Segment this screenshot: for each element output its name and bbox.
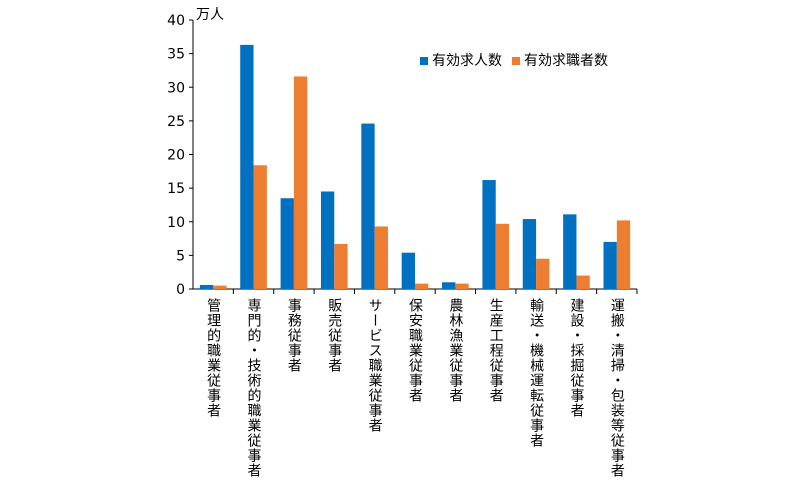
x-category-label: サービス職業従事者 (366, 298, 383, 433)
bar-1-7 (495, 223, 510, 289)
x-category-label: 専門的・技術的職業従事者 (245, 298, 262, 478)
bar-0-9 (563, 214, 577, 289)
legend-label-1: 有効求職者数 (524, 53, 608, 69)
x-category-label: 農林漁業従事者 (447, 298, 464, 403)
x-category-label: 運搬・清掃・包装等従事者 (608, 298, 625, 478)
x-category-label: 生産工程従事者 (487, 298, 504, 403)
bar-1-8 (536, 258, 550, 289)
x-category-label: 事務従事者 (285, 298, 302, 373)
bar-0-10 (603, 241, 617, 289)
y-tick-label: 5 (176, 248, 185, 264)
y-tick-label: 30 (167, 80, 185, 96)
bar-1-10 (616, 220, 631, 289)
x-category-label: 建設・採掘従事者 (568, 298, 585, 418)
y-tick-label: 35 (167, 47, 185, 63)
y-tick-label: 20 (167, 148, 185, 164)
y-tick-label: 25 (167, 114, 185, 130)
bar-0-6 (442, 282, 456, 289)
bar-1-9 (576, 275, 590, 289)
y-tick-label: 15 (167, 181, 185, 197)
x-category-label: 販売従事者 (326, 298, 343, 373)
bar-1-3 (334, 243, 348, 289)
legend: 有効求人数 有効求職者数 (420, 50, 608, 70)
y-tick-label: 0 (176, 282, 185, 298)
y-tick-label: 10 (167, 215, 185, 231)
bar-1-1 (253, 165, 267, 289)
bar-1-2 (293, 76, 308, 290)
x-category-label: 保安職業従事者 (407, 298, 423, 403)
x-category-label: 管理的職業従事者 (205, 298, 222, 418)
x-category-label: 輸送・機械運転従事者 (528, 298, 545, 448)
bar-0-4 (361, 123, 375, 289)
legend-label-0: 有効求人数 (432, 53, 502, 69)
bar-0-7 (482, 180, 496, 289)
bar-1-6 (455, 283, 469, 289)
bar-0-0 (199, 284, 214, 289)
bar-0-8 (522, 219, 537, 289)
bar-0-2 (280, 198, 294, 289)
bar-0-5 (401, 252, 415, 289)
bar-0-3 (320, 191, 335, 289)
bar-1-0 (213, 285, 227, 289)
y-tick-label: 40 (167, 13, 185, 29)
bar-0-1 (240, 44, 254, 289)
legend-swatch-1 (512, 57, 520, 65)
bar-1-4 (374, 226, 388, 289)
y-axis-unit: 万人 (196, 7, 224, 23)
legend-item-0: 有効求人数 (420, 50, 502, 70)
legend-swatch-0 (420, 57, 428, 65)
legend-item-1: 有効求職者数 (512, 50, 608, 70)
bar-1-5 (415, 283, 429, 289)
